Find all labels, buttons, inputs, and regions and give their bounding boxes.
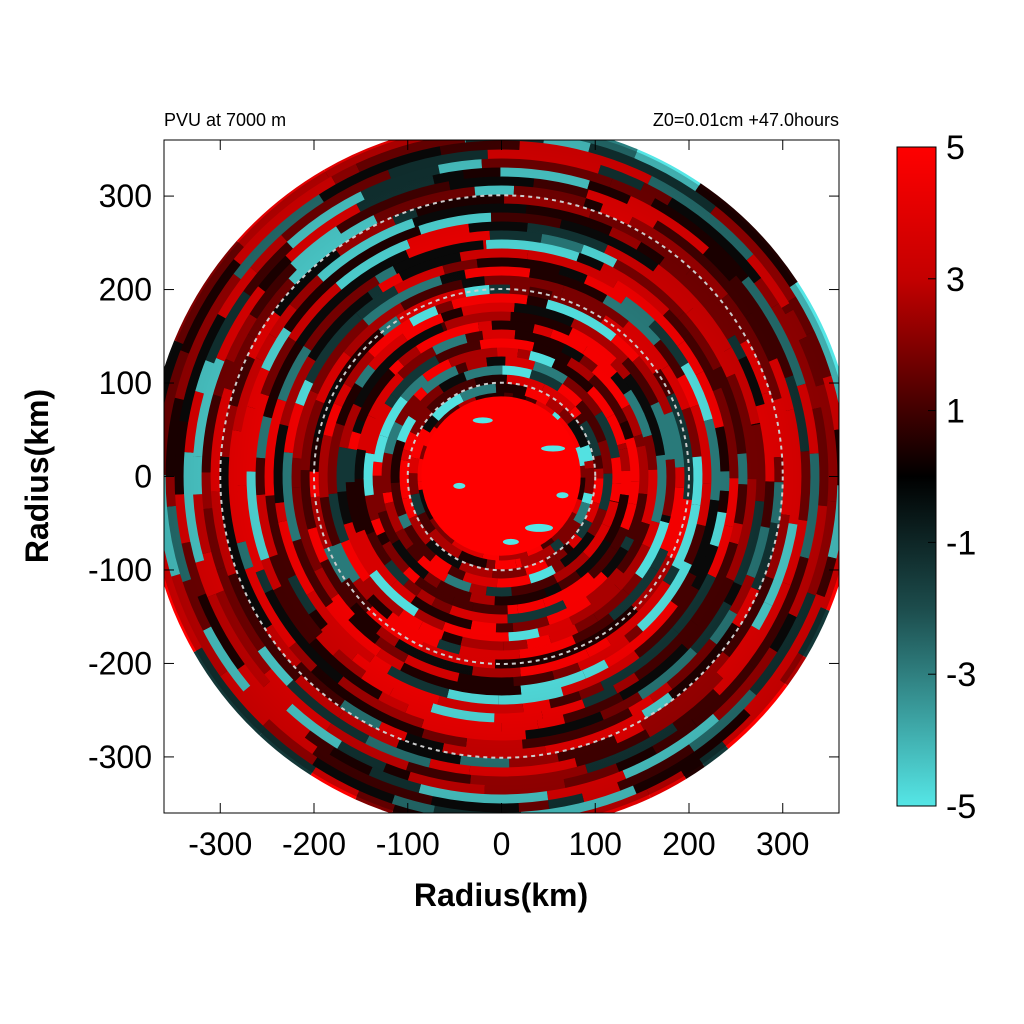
y-axis-title: Radius(km) xyxy=(19,389,55,563)
pv-core-feature xyxy=(453,482,466,489)
y-tick-label: -300 xyxy=(88,739,152,775)
title-left: PVU at 7000 m xyxy=(164,110,286,130)
x-axis: -300 -200 -100 0 100 200 300 xyxy=(188,140,809,862)
pv-core-feature xyxy=(525,523,553,532)
colorbar-tick-label: 5 xyxy=(946,129,965,167)
pv-ring-segment xyxy=(152,435,155,519)
x-tick-label: -300 xyxy=(188,826,252,862)
pv-core-feature xyxy=(541,445,566,452)
reference-circles xyxy=(219,194,784,759)
colorbar xyxy=(896,146,937,807)
colorbar-tick-label: -5 xyxy=(946,788,976,826)
y-tick-label: 100 xyxy=(99,365,152,401)
colorbar-tick-label: 1 xyxy=(946,393,965,431)
y-tick-label: 0 xyxy=(134,459,152,495)
pv-ring-segment xyxy=(846,414,852,527)
pv-core-features xyxy=(453,417,569,545)
x-tick-label: -100 xyxy=(376,826,440,862)
x-tick-label: 300 xyxy=(756,826,809,862)
x-tick-label: 100 xyxy=(569,826,622,862)
x-axis-title: Radius(km) xyxy=(414,877,588,913)
pv-ring-segment xyxy=(465,140,544,144)
pv-core xyxy=(421,396,581,556)
y-tick-label: -200 xyxy=(88,645,152,681)
reference-circle xyxy=(219,194,784,759)
y-tick-label: -100 xyxy=(88,552,152,588)
reference-circle xyxy=(313,288,690,665)
pv-ring-segment xyxy=(427,127,506,135)
colorbar-tick-label: 3 xyxy=(946,261,965,299)
y-tick-label: 200 xyxy=(99,272,152,308)
colorbar-tick-label: -1 xyxy=(946,524,976,562)
pv-core-feature xyxy=(502,538,519,545)
title-right: Z0=0.01cm +47.0hours xyxy=(653,110,839,130)
x-tick-label: -200 xyxy=(282,826,346,862)
pv-core-feature xyxy=(472,417,493,424)
x-tick-label: 0 xyxy=(493,826,511,862)
plot-area xyxy=(152,127,852,813)
colorbar-tick-label: -3 xyxy=(946,656,976,694)
reference-circle xyxy=(406,381,597,572)
pv-core-feature xyxy=(556,492,569,499)
colorbar-ticks: 5 3 1 -1 -3 -5 xyxy=(928,129,976,826)
y-tick-label: 300 xyxy=(99,178,152,214)
x-tick-label: 200 xyxy=(662,826,715,862)
y-axis: 300 200 100 0 -100 -200 -300 xyxy=(88,178,839,775)
pv-ring-segment xyxy=(164,402,165,406)
